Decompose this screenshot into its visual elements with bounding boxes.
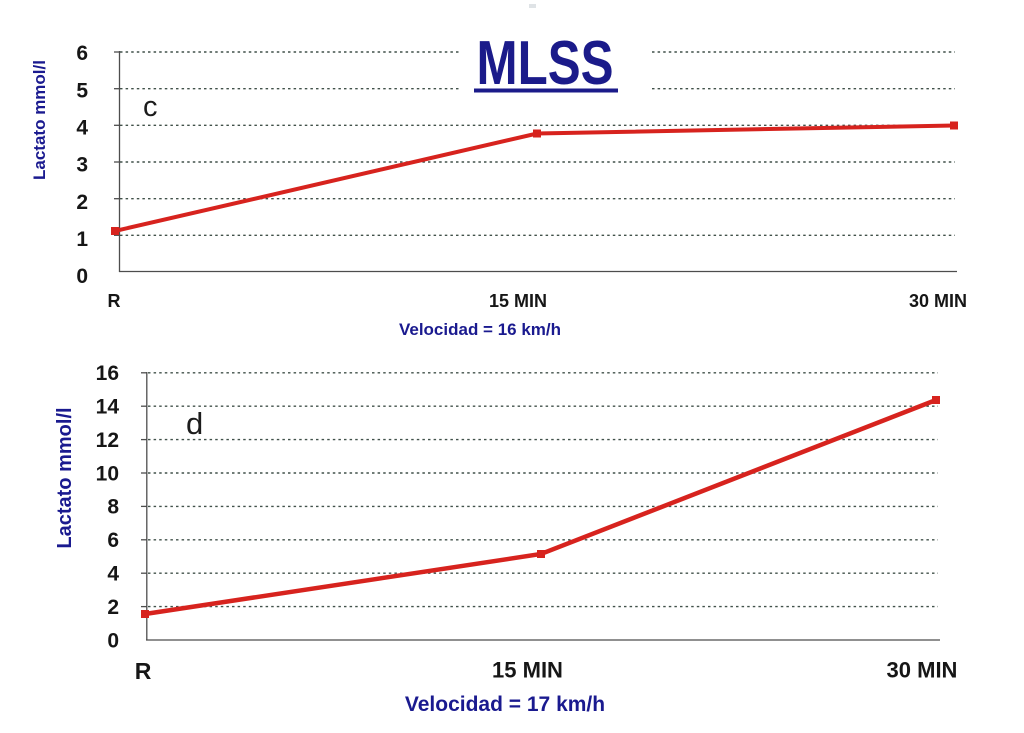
svg-text:R: R (108, 291, 121, 311)
svg-text:6: 6 (76, 42, 88, 65)
svg-text:c: c (143, 91, 158, 123)
svg-text:8: 8 (107, 496, 119, 519)
svg-text:6: 6 (107, 529, 119, 552)
svg-text:2: 2 (76, 191, 88, 214)
svg-text:4: 4 (76, 117, 88, 140)
svg-text:10: 10 (96, 462, 119, 485)
svg-text:30 MIN: 30 MIN (909, 291, 967, 311)
svg-text:14: 14 (96, 396, 120, 419)
svg-text:30 MIN: 30 MIN (887, 658, 958, 683)
svg-text:5: 5 (76, 79, 88, 102)
svg-text:Velocidad = 17 km/h: Velocidad = 17 km/h (405, 693, 605, 716)
svg-text:3: 3 (76, 154, 88, 177)
svg-text:2: 2 (107, 596, 119, 619)
svg-text:MLSS: MLSS (477, 29, 614, 98)
svg-text:15 MIN: 15 MIN (492, 658, 563, 683)
svg-text:4: 4 (107, 563, 119, 586)
svg-text:0: 0 (107, 629, 119, 652)
svg-text:Lactato mmol/l: Lactato mmol/l (54, 407, 76, 548)
svg-text:d: d (186, 406, 203, 441)
svg-text:15 MIN: 15 MIN (489, 291, 547, 311)
svg-text:Velocidad = 16 km/h: Velocidad = 16 km/h (399, 320, 561, 339)
svg-text:12: 12 (96, 429, 119, 452)
svg-text:0: 0 (76, 265, 88, 288)
svg-text:16: 16 (96, 362, 119, 385)
svg-text:1: 1 (76, 228, 88, 251)
svg-text:Lactato mmol/l: Lactato mmol/l (30, 60, 49, 180)
svg-text:R: R (135, 658, 152, 684)
